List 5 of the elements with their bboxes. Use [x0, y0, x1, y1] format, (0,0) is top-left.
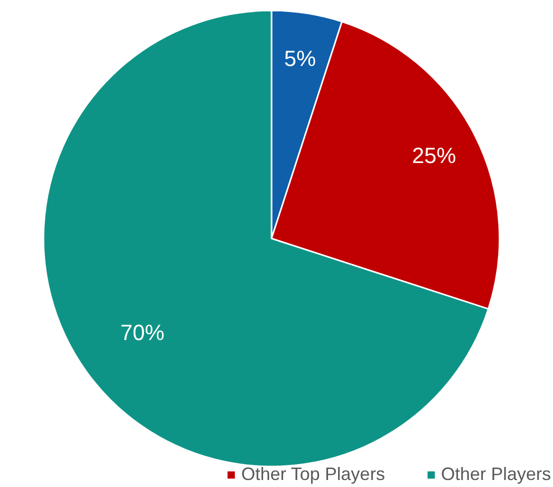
data-label: 70%: [120, 320, 164, 345]
legend-label: Other Players: [440, 464, 551, 485]
data-label: 5%: [284, 46, 316, 71]
data-label: 25%: [412, 143, 456, 168]
legend-label: Other Top Players: [241, 464, 385, 485]
